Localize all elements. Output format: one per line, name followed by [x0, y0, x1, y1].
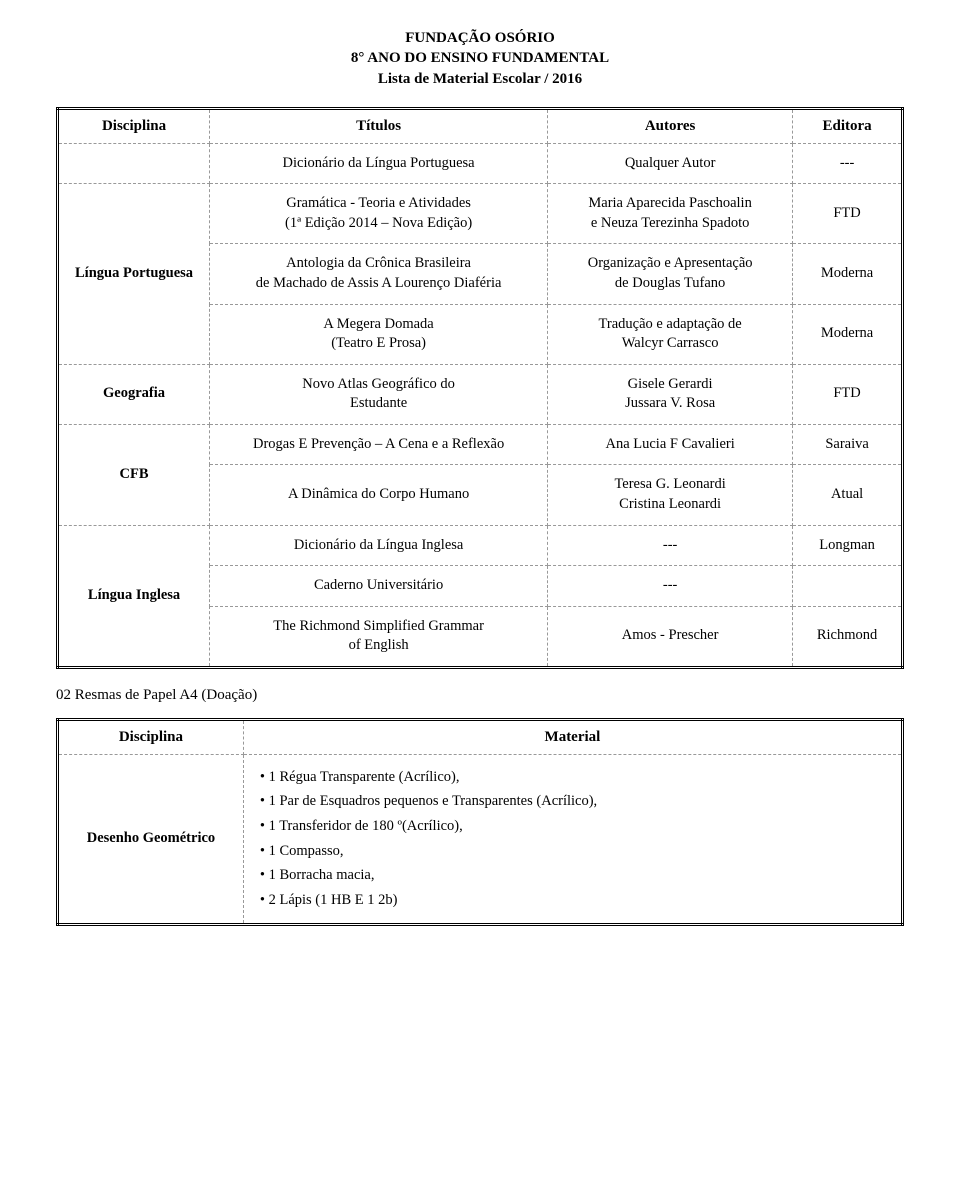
col-header: Material [243, 719, 902, 754]
header-line-1: FUNDAÇÃO OSÓRIO [56, 28, 904, 48]
col-header: Editora [793, 108, 903, 143]
discipline-cell: Língua Portuguesa [58, 184, 210, 364]
discipline-cell: Geografia [58, 364, 210, 424]
material-item: 2 Lápis (1 HB E 1 2b) [260, 888, 887, 913]
author-cell: Ana Lucia F Cavalieri [548, 424, 793, 465]
table-row: Língua PortuguesaGramática - Teoria e At… [58, 184, 903, 244]
material-item: 1 Par de Esquadros pequenos e Transparen… [260, 789, 887, 814]
title-cell: Dicionário da Língua Portuguesa [210, 143, 548, 184]
table-row: CFBDrogas E Prevenção – A Cena e a Refle… [58, 424, 903, 465]
author-cell: Teresa G. LeonardiCristina Leonardi [548, 465, 793, 525]
publisher-cell: FTD [793, 184, 903, 244]
author-cell: Tradução e adaptação deWalcyr Carrasco [548, 304, 793, 364]
title-cell: The Richmond Simplified Grammarof Englis… [210, 606, 548, 667]
materials-table-body: Dicionário da Língua PortuguesaQualquer … [58, 143, 903, 667]
author-cell: Qualquer Autor [548, 143, 793, 184]
publisher-cell: Richmond [793, 606, 903, 667]
author-cell: --- [548, 566, 793, 607]
title-cell: Caderno Universitário [210, 566, 548, 607]
publisher-cell: Atual [793, 465, 903, 525]
materials-table-head: DisciplinaTítulosAutoresEditora [58, 108, 903, 143]
header-line-2: 8° ANO DO ENSINO FUNDAMENTAL [56, 48, 904, 68]
title-cell: A Dinâmica do Corpo Humano [210, 465, 548, 525]
title-cell: Dicionário da Língua Inglesa [210, 525, 548, 566]
title-cell: Antologia da Crônica Brasileirade Machad… [210, 244, 548, 304]
author-cell: Maria Aparecida Paschoaline Neuza Terezi… [548, 184, 793, 244]
title-cell: A Megera Domada(Teatro E Prosa) [210, 304, 548, 364]
author-cell: Gisele GerardiJussara V. Rosa [548, 364, 793, 424]
drawing-material-table: DisciplinaMaterial Desenho Geométrico 1 … [56, 718, 904, 926]
materials-table: DisciplinaTítulosAutoresEditora Dicionár… [56, 107, 904, 669]
drawing-discipline-cell: Desenho Geométrico [58, 754, 244, 924]
publisher-cell [793, 566, 903, 607]
col-header: Disciplina [58, 108, 210, 143]
title-cell: Gramática - Teoria e Atividades(1ª Ediçã… [210, 184, 548, 244]
author-cell: --- [548, 525, 793, 566]
author-cell: Amos - Prescher [548, 606, 793, 667]
publisher-cell: Moderna [793, 304, 903, 364]
drawing-items-cell: 1 Régua Transparente (Acrílico),1 Par de… [243, 754, 902, 924]
publisher-cell: --- [793, 143, 903, 184]
title-cell: Drogas E Prevenção – A Cena e a Reflexão [210, 424, 548, 465]
table-row: Dicionário da Língua PortuguesaQualquer … [58, 143, 903, 184]
publisher-cell: Moderna [793, 244, 903, 304]
table-row: Língua InglesaDicionário da Língua Ingle… [58, 525, 903, 566]
document-header: FUNDAÇÃO OSÓRIO 8° ANO DO ENSINO FUNDAME… [56, 28, 904, 89]
paper-donation-note: 02 Resmas de Papel A4 (Doação) [56, 687, 904, 704]
header-line-3: Lista de Material Escolar / 2016 [56, 69, 904, 89]
discipline-cell: Língua Inglesa [58, 525, 210, 667]
col-header: Disciplina [58, 719, 244, 754]
material-item: 1 Borracha macia, [260, 863, 887, 888]
col-header: Títulos [210, 108, 548, 143]
table-row: GeografiaNovo Atlas Geográfico doEstudan… [58, 364, 903, 424]
discipline-cell [58, 143, 210, 184]
author-cell: Organização e Apresentaçãode Douglas Tuf… [548, 244, 793, 304]
col-header: Autores [548, 108, 793, 143]
discipline-cell: CFB [58, 424, 210, 525]
publisher-cell: Longman [793, 525, 903, 566]
publisher-cell: Saraiva [793, 424, 903, 465]
title-cell: Novo Atlas Geográfico doEstudante [210, 364, 548, 424]
publisher-cell: FTD [793, 364, 903, 424]
material-item: 1 Régua Transparente (Acrílico), [260, 765, 887, 790]
material-item: 1 Transferidor de 180 º(Acrílico), [260, 814, 887, 839]
material-item: 1 Compasso, [260, 839, 887, 864]
